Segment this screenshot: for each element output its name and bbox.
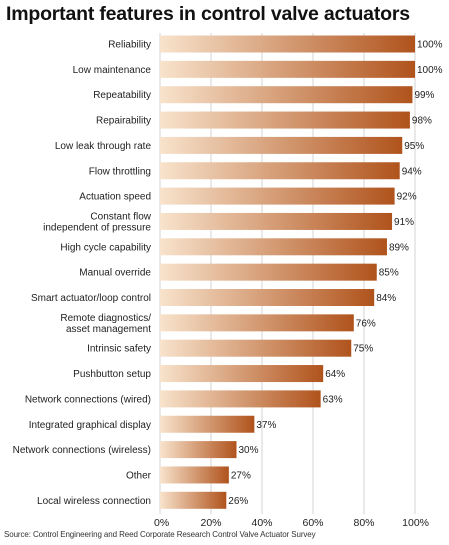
bar [160, 390, 321, 408]
category-label: Low maintenance [73, 65, 152, 76]
value-label: 100% [417, 65, 443, 76]
category-label: Repairability [96, 116, 151, 127]
value-label: 76% [356, 318, 376, 329]
bar [160, 263, 377, 281]
value-label: 100% [417, 40, 443, 51]
bar [160, 289, 375, 306]
value-label: 94% [402, 166, 422, 177]
category-label: High cycle capability [60, 242, 151, 253]
category-label: Actuation speed [79, 192, 151, 203]
x-tick-label: 80% [353, 517, 374, 529]
category-label: Other [126, 470, 152, 481]
value-label: 27% [231, 470, 251, 481]
category-label: Flow throttling [89, 166, 151, 177]
x-tick-label: 40% [251, 517, 272, 529]
bar [160, 365, 324, 383]
category-label: Reliability [108, 40, 151, 51]
value-label: 91% [394, 217, 414, 228]
x-tick-label: 20% [200, 517, 221, 529]
bar [160, 187, 395, 205]
category-label: Manual override [79, 268, 151, 279]
category-label: Local wireless connection [37, 496, 151, 507]
x-tick-label: 60% [302, 517, 323, 529]
chart-title: Important features in control valve actu… [6, 3, 410, 25]
value-label: 26% [228, 496, 248, 507]
bar [160, 136, 403, 154]
x-axis-tick-labels: 0% 20% 40% 60% 80% 100% [154, 517, 429, 529]
bar [160, 86, 413, 104]
value-label: 92% [397, 192, 417, 203]
category-label: Network connections (wired) [25, 394, 151, 405]
category-label: Integrated graphical display [29, 420, 151, 431]
value-label: 64% [325, 369, 345, 380]
category-label: Intrinsic safety [87, 344, 151, 355]
category-label: Constant flow independent of pressure [43, 211, 152, 233]
bar [160, 314, 354, 332]
bar [160, 212, 393, 230]
bar [160, 415, 255, 433]
value-label: 75% [353, 344, 373, 355]
bar [160, 162, 400, 180]
bar [160, 60, 415, 78]
value-label: 98% [412, 116, 432, 127]
value-label: 84% [376, 293, 396, 304]
category-label: Network connections (wireless) [13, 445, 151, 456]
bar [160, 35, 415, 53]
value-label: 63% [323, 394, 343, 405]
category-label: Smart actuator/loop control [31, 293, 151, 304]
value-label: 99% [414, 90, 434, 101]
x-tick-label: 100% [402, 517, 429, 529]
bars [160, 35, 415, 509]
category-label: Pushbutton setup [73, 369, 151, 380]
value-label: 89% [389, 242, 409, 253]
value-label: 95% [404, 141, 424, 152]
source-note: Source: Control Engineering and Reed Cor… [4, 530, 316, 539]
value-label: 30% [239, 445, 259, 456]
value-label: 37% [256, 420, 276, 431]
category-label: Low leak through rate [55, 141, 152, 152]
value-label: 85% [379, 268, 399, 279]
category-label: Remote diagnostics/asset management [60, 313, 151, 335]
value-labels: 100% 100% 99% 98% 95% 94% 92% 91% 89% 85% 84% 76% 75… [228, 40, 442, 507]
bar [160, 441, 237, 459]
category-label: Repeatability [93, 90, 151, 101]
bar [160, 466, 229, 484]
category-labels: Reliability Low maintenance Repeatability R… [13, 40, 152, 507]
bar [160, 339, 352, 357]
bar [160, 238, 387, 256]
bar [160, 111, 410, 129]
bar [160, 491, 227, 509]
x-tick-label: 0% [154, 517, 169, 529]
